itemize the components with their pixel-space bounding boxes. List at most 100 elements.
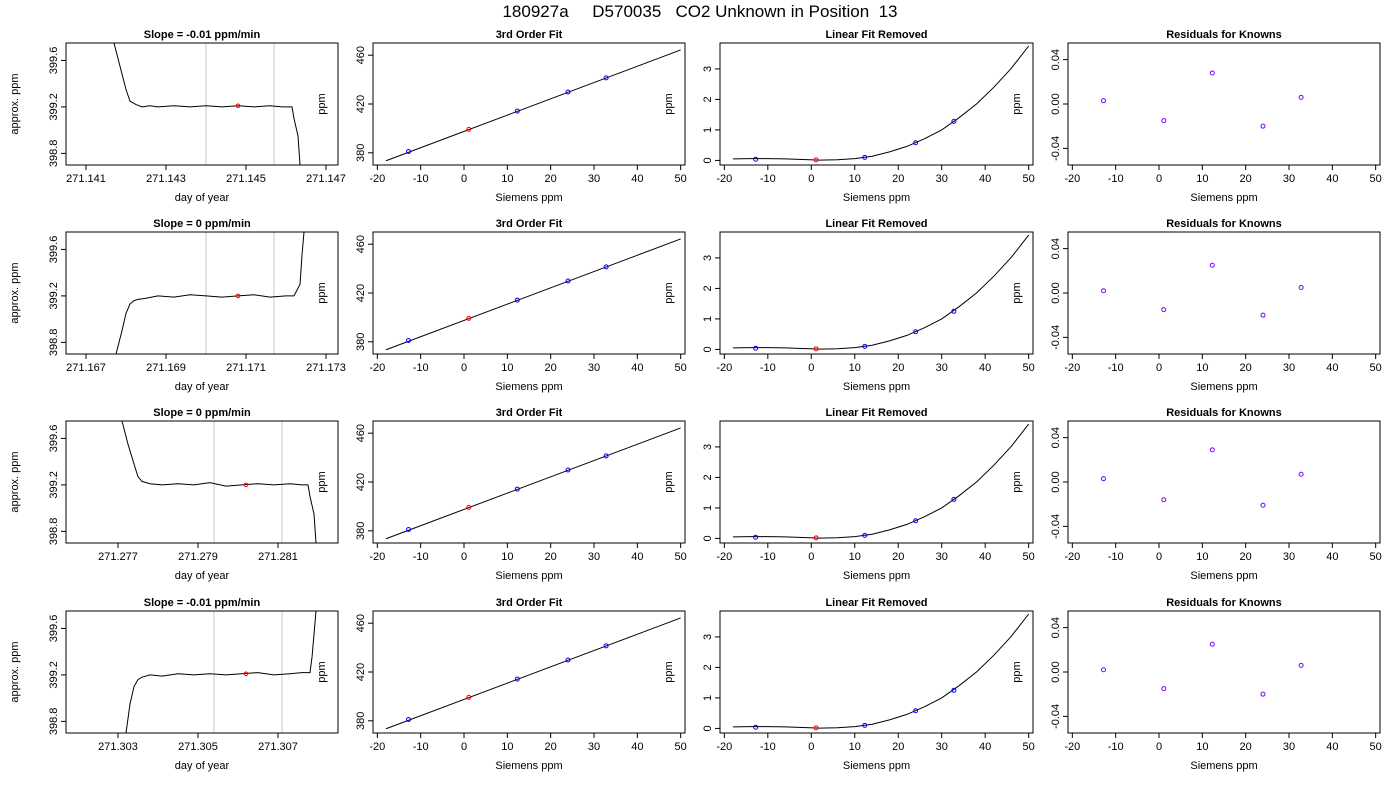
y-tick-label: 460 xyxy=(355,424,367,442)
chart-panel-fit-row-3: 3rd Order Fit -20 -10 0 10 20 30 40 50 380 420 460 S… xyxy=(316,407,687,582)
chart-panel-trace-row-3: Slope = 0 ppm/min 271.277 271.279 271.281 39… xyxy=(9,407,339,582)
y-axis-label: ppm xyxy=(663,471,675,492)
y-tick-label: 460 xyxy=(355,614,367,632)
known-standard-point xyxy=(862,722,868,728)
chart-title: Linear Fit Removed xyxy=(825,407,927,419)
x-tick-label: 10 xyxy=(501,173,513,185)
y-axis-label: ppm xyxy=(663,93,675,114)
x-tick-label: -10 xyxy=(1108,741,1124,753)
x-tick-label: 30 xyxy=(1283,551,1295,563)
y-tick-label: 460 xyxy=(355,235,367,253)
chart-panel-trace-row-2: Slope = 0 ppm/min 271.167 271.169 271.171 27… xyxy=(9,218,346,393)
x-tick-label: 30 xyxy=(936,741,948,753)
unknown-sample-point xyxy=(813,725,819,731)
x-tick-label: 30 xyxy=(936,551,948,563)
x-tick-label: 271.277 xyxy=(98,551,138,563)
x-tick-label: 10 xyxy=(849,362,861,374)
x-tick-label: 10 xyxy=(849,741,861,753)
residual-point xyxy=(1101,288,1107,294)
residual-point xyxy=(1209,641,1215,647)
x-tick-label: -10 xyxy=(760,741,776,753)
known-standard-point xyxy=(514,297,520,303)
chart-panel-fit-row-2: 3rd Order Fit -20 -10 0 10 20 30 40 50 380 420 460 S… xyxy=(316,218,687,393)
y-tick-label: 0.00 xyxy=(1050,282,1062,303)
plot-frame xyxy=(372,42,686,166)
plot-area xyxy=(1101,641,1304,697)
y-axis-label: ppm xyxy=(316,471,328,492)
plot-area xyxy=(125,611,317,733)
chart-title: Linear Fit Removed xyxy=(825,29,927,41)
known-standard-point xyxy=(565,467,571,473)
series-line xyxy=(121,421,317,543)
known-standard-point xyxy=(514,108,520,114)
residual-point xyxy=(1260,691,1266,697)
x-tick-label: -20 xyxy=(369,551,385,563)
residual-point xyxy=(1101,667,1107,673)
plot-frame xyxy=(65,231,339,355)
chart-panel-trace-row-1: Slope = -0.01 ppm/min 271.141 271.143 271.1… xyxy=(9,29,346,204)
x-tick-label: 50 xyxy=(1370,362,1382,374)
plot-area xyxy=(115,232,305,354)
y-tick-label: 398.8 xyxy=(48,518,60,546)
fit-line xyxy=(385,49,681,162)
plot-frame xyxy=(1067,610,1381,734)
x-tick-label: 40 xyxy=(631,551,643,563)
x-tick-label: 20 xyxy=(545,741,557,753)
x-tick-label: 271.167 xyxy=(66,362,106,374)
x-tick-label: 271.147 xyxy=(306,173,346,185)
y-tick-label: 399.2 xyxy=(48,661,60,689)
x-tick-label: 20 xyxy=(892,741,904,753)
x-axis-label: Siemens ppm xyxy=(1190,760,1257,772)
chart-panel-linear_removed-row-3: Linear Fit Removed -20 -10 0 10 20 30 40 50 0 1 2 3 S… xyxy=(663,407,1035,582)
chart-title: Slope = -0.01 ppm/min xyxy=(144,597,261,609)
residual-point xyxy=(1209,262,1215,268)
x-tick-label: 30 xyxy=(936,173,948,185)
y-axis-label: approx. ppm xyxy=(9,451,21,512)
residual-point xyxy=(1298,94,1304,100)
fit-line xyxy=(385,238,681,351)
x-axis-label: Siemens ppm xyxy=(1190,570,1257,582)
known-standard-point xyxy=(565,278,571,284)
y-tick-label: 0.04 xyxy=(1050,238,1062,259)
known-standard-point xyxy=(913,708,919,714)
x-tick-label: -10 xyxy=(413,741,429,753)
residual-point xyxy=(1101,476,1107,482)
unknown-sample-point xyxy=(813,346,819,352)
y-tick-label: 0.00 xyxy=(1050,471,1062,492)
known-standard-point xyxy=(913,329,919,335)
x-axis-label: day of year xyxy=(175,570,230,582)
x-tick-label: 20 xyxy=(1240,551,1252,563)
x-tick-label: 271.305 xyxy=(178,741,218,753)
x-tick-label: 40 xyxy=(979,551,991,563)
x-tick-label: -10 xyxy=(760,362,776,374)
plot-area xyxy=(113,43,301,165)
x-tick-label: 40 xyxy=(1326,551,1338,563)
series-line xyxy=(113,43,301,165)
unknown-sample-point xyxy=(466,315,472,321)
x-axis-label: Siemens ppm xyxy=(843,760,910,772)
unknown-sample-point xyxy=(466,504,472,510)
plot-frame xyxy=(372,231,686,355)
x-tick-label: -20 xyxy=(1064,551,1080,563)
residual-point xyxy=(1161,497,1167,503)
x-axis-label: Siemens ppm xyxy=(1190,381,1257,393)
y-tick-label: -0.04 xyxy=(1050,514,1062,539)
residual-curve xyxy=(732,423,1030,539)
y-axis-label: ppm xyxy=(1011,661,1023,682)
x-tick-label: 10 xyxy=(501,741,513,753)
y-tick-label: 0.00 xyxy=(1050,93,1062,114)
y-axis-label: ppm xyxy=(1011,471,1023,492)
known-standard-point xyxy=(951,496,957,502)
x-tick-label: 20 xyxy=(892,551,904,563)
known-standard-point xyxy=(565,89,571,95)
plot-frame xyxy=(1067,42,1381,166)
x-axis-label: Siemens ppm xyxy=(495,192,562,204)
x-tick-label: 50 xyxy=(675,173,687,185)
x-tick-label: 0 xyxy=(808,173,814,185)
y-tick-label: 380 xyxy=(355,144,367,162)
series-line xyxy=(115,232,305,354)
x-tick-label: 271.307 xyxy=(258,741,298,753)
x-tick-label: 20 xyxy=(545,173,557,185)
y-tick-label: 0 xyxy=(702,535,714,541)
